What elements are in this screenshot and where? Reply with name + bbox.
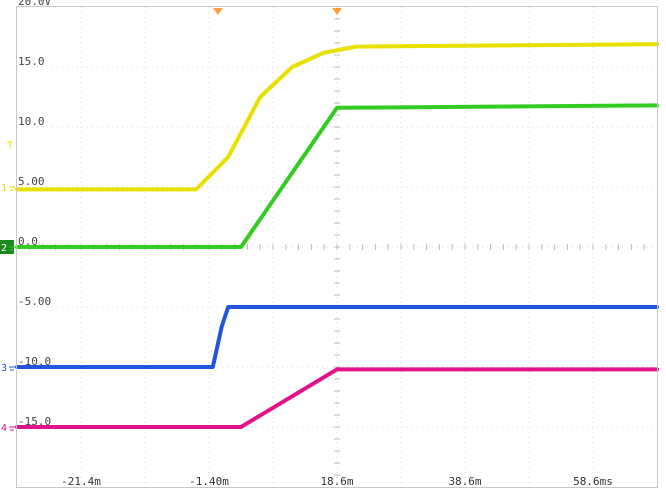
y-tick-label: -5.00 <box>18 295 51 308</box>
plot-border <box>16 6 658 488</box>
channel-marker-label: 2 <box>1 243 7 254</box>
trigger-position-markers <box>213 8 342 15</box>
trace-ch3 <box>15 305 659 369</box>
channel-marker-label: 1 <box>1 183 7 194</box>
channel-markers: 1 2 3 4 T <box>0 141 15 434</box>
x-tick-label: 38.6m <box>448 475 481 488</box>
y-tick-label: 15.0 <box>18 55 45 68</box>
y-tick-label: 0.0 <box>18 235 38 248</box>
trigger-position-marker <box>213 8 223 15</box>
channel-marker-label: 4 <box>1 423 7 434</box>
trigger-level-marker: T <box>7 141 13 152</box>
y-tick-label: -10.0 <box>18 355 51 368</box>
x-tick-label: 58.6ms <box>573 475 613 488</box>
trace-ch1 <box>15 42 659 192</box>
y-tick-label: 5.00 <box>18 175 45 188</box>
x-tick-label: 18.6m <box>320 475 353 488</box>
y-tick-label: 20.0V <box>18 0 51 8</box>
x-axis-labels: -21.4m -1.40m 18.6m 38.6m 58.6ms <box>61 475 613 488</box>
waveform-traces <box>15 42 659 429</box>
y-tick-label: 10.0 <box>18 115 45 128</box>
y-axis-labels: 20.0V 15.0 10.0 5.00 0.0 -5.00 -10.0 -15.0 <box>18 0 51 428</box>
x-tick-label: -1.40m <box>189 475 229 488</box>
trace-ch2 <box>15 103 659 249</box>
y-tick-label: -15.0 <box>18 415 51 428</box>
center-marker <box>332 8 342 15</box>
trace-ch4 <box>15 367 659 429</box>
channel-marker-label: 3 <box>1 363 7 374</box>
x-tick-label: -21.4m <box>61 475 101 488</box>
